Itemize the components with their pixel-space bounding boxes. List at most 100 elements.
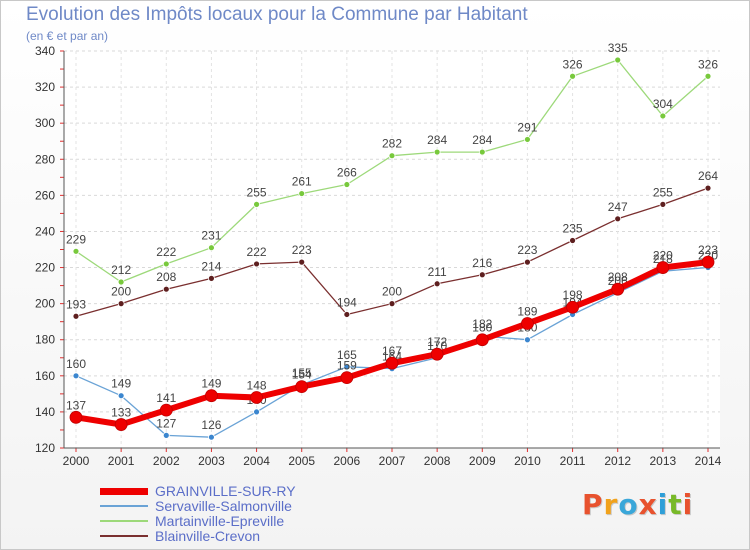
legend-swatch-grainville bbox=[100, 488, 148, 495]
y-tick-label: 120 bbox=[35, 441, 55, 455]
data-label: 126 bbox=[201, 418, 221, 432]
x-tick-label: 2012 bbox=[604, 454, 631, 468]
data-label: 222 bbox=[247, 245, 267, 259]
data-point bbox=[569, 72, 576, 80]
data-point bbox=[298, 258, 306, 266]
x-tick-label: 2005 bbox=[288, 454, 315, 468]
data-point bbox=[659, 112, 667, 120]
logo-letter: P bbox=[582, 488, 604, 521]
data-point bbox=[433, 148, 441, 156]
data-point bbox=[611, 282, 625, 296]
x-tick-label: 2009 bbox=[469, 454, 496, 468]
data-point bbox=[343, 181, 351, 188]
legend-label-servaville: Servaville-Salmonville bbox=[155, 498, 292, 514]
data-point bbox=[295, 380, 309, 394]
legend-swatch-servaville bbox=[100, 505, 148, 507]
data-label: 182 bbox=[472, 317, 492, 331]
data-label: 223 bbox=[292, 243, 312, 257]
chart-subtitle: (en € et par an) bbox=[26, 29, 109, 43]
x-tick-label: 2004 bbox=[243, 454, 270, 468]
logo-letter: r bbox=[603, 488, 619, 521]
data-label: 220 bbox=[653, 249, 673, 263]
legend-label-blainville: Blainville-Crevon bbox=[155, 528, 261, 544]
data-label: 235 bbox=[563, 221, 583, 235]
x-tick-label: 2001 bbox=[108, 454, 135, 468]
data-point bbox=[704, 72, 712, 80]
proxiti-logo: Proxiti bbox=[582, 488, 693, 521]
data-label: 149 bbox=[201, 377, 221, 391]
data-point bbox=[253, 260, 260, 268]
data-point bbox=[569, 237, 576, 244]
data-label: 148 bbox=[247, 378, 267, 392]
data-label: 211 bbox=[428, 265, 447, 279]
data-point bbox=[385, 356, 399, 370]
data-point bbox=[343, 311, 351, 318]
data-label: 247 bbox=[608, 200, 628, 214]
x-tick-label: 2002 bbox=[153, 454, 180, 468]
x-tick-label: 2013 bbox=[650, 454, 677, 468]
data-label: 159 bbox=[337, 359, 357, 373]
x-tick-label: 2014 bbox=[695, 454, 722, 468]
data-label: 326 bbox=[698, 57, 718, 71]
data-point bbox=[701, 255, 715, 269]
data-label: 165 bbox=[337, 348, 357, 362]
data-label: 223 bbox=[698, 243, 718, 257]
y-tick-label: 220 bbox=[35, 261, 55, 275]
y-tick-label: 300 bbox=[35, 116, 55, 130]
y-tick-label: 320 bbox=[35, 80, 55, 94]
data-label: 214 bbox=[201, 259, 221, 273]
y-tick-label: 340 bbox=[35, 44, 55, 58]
data-label: 223 bbox=[517, 243, 537, 257]
data-point bbox=[614, 56, 622, 64]
chart-title: Evolution des Impôts locaux pour la Comm… bbox=[26, 4, 528, 25]
y-tick-label: 260 bbox=[35, 188, 55, 202]
data-label: 282 bbox=[382, 137, 402, 151]
data-point bbox=[388, 152, 396, 160]
data-label: 264 bbox=[698, 169, 718, 183]
data-point bbox=[656, 261, 670, 274]
logo-letter: i bbox=[682, 488, 694, 521]
legend-swatch-martainville bbox=[100, 520, 148, 522]
data-point bbox=[521, 317, 534, 330]
legend-label-grainville: GRAINVILLE-SUR-RY bbox=[155, 483, 296, 499]
data-label: 222 bbox=[156, 245, 176, 259]
data-label: 167 bbox=[382, 344, 402, 358]
logo-letter: o bbox=[618, 488, 639, 521]
data-point bbox=[524, 136, 531, 143]
data-point bbox=[566, 300, 579, 314]
data-point bbox=[162, 285, 170, 293]
data-label: 266 bbox=[337, 166, 357, 180]
data-label: 255 bbox=[653, 185, 673, 199]
data-label: 304 bbox=[653, 97, 673, 111]
x-tick-label: 2008 bbox=[424, 454, 451, 468]
data-point bbox=[475, 333, 489, 347]
data-label: 160 bbox=[66, 357, 86, 371]
data-point bbox=[340, 371, 354, 385]
legend-label-martainville: Martainville-Epreville bbox=[155, 513, 285, 529]
data-point bbox=[250, 391, 263, 404]
data-point bbox=[72, 312, 80, 320]
logo-letter: x bbox=[638, 488, 658, 521]
data-label: 194 bbox=[337, 295, 357, 309]
data-label: 170 bbox=[427, 339, 447, 353]
data-label: 200 bbox=[382, 285, 402, 299]
data-point bbox=[253, 200, 260, 208]
x-tick-label: 2011 bbox=[560, 454, 586, 468]
data-point bbox=[208, 274, 215, 282]
data-label: 284 bbox=[472, 133, 492, 147]
x-tick-label: 2007 bbox=[379, 454, 406, 468]
data-point bbox=[388, 300, 396, 308]
x-tick-label: 2003 bbox=[198, 454, 225, 468]
data-point bbox=[478, 148, 486, 156]
data-label: 154 bbox=[292, 368, 312, 382]
y-tick-label: 200 bbox=[35, 297, 55, 311]
logo-letter: t bbox=[668, 488, 683, 521]
data-label: 193 bbox=[66, 297, 86, 311]
data-label: 231 bbox=[201, 229, 221, 243]
data-label: 218 bbox=[653, 252, 673, 266]
data-label: 229 bbox=[66, 232, 86, 246]
data-label: 155 bbox=[292, 366, 312, 380]
data-point bbox=[343, 363, 351, 371]
data-label: 261 bbox=[292, 175, 312, 189]
